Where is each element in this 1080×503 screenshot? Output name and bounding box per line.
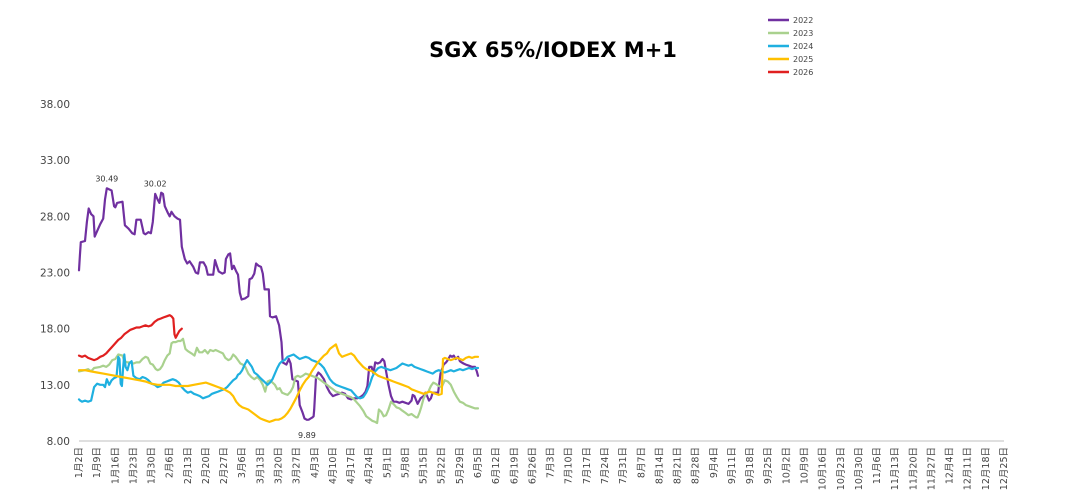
x-tick-label: 7月31日 bbox=[618, 447, 629, 484]
data-label: 30.49 bbox=[95, 174, 118, 183]
x-tick-label: 12月11日 bbox=[963, 447, 974, 490]
y-tick-label: 33.00 bbox=[40, 155, 70, 167]
x-tick-label: 3月6日 bbox=[237, 447, 248, 478]
x-tick-label: 4月3日 bbox=[310, 447, 321, 478]
y-tick-label: 28.00 bbox=[40, 211, 70, 223]
legend-label: 2022 bbox=[793, 16, 813, 25]
series-line-2022 bbox=[77, 187, 480, 421]
legend: 2022 2023 2024 2025 2026 bbox=[768, 16, 813, 77]
x-tick-label: 5月15日 bbox=[419, 447, 430, 484]
x-tick-label: 9月18日 bbox=[745, 447, 756, 484]
legend-label: 2023 bbox=[793, 29, 813, 38]
x-tick-label: 2月13日 bbox=[183, 447, 194, 484]
x-tick-label: 5月1日 bbox=[382, 447, 393, 478]
x-tick-label: 2月20日 bbox=[201, 447, 212, 484]
x-tick-label: 10月16日 bbox=[818, 447, 829, 490]
x-tick-label: 12月18日 bbox=[981, 447, 992, 490]
chart-title: SGX 65%/IODEX M+1 bbox=[429, 38, 677, 62]
x-tick-label: 11月13日 bbox=[890, 447, 901, 490]
series-layer bbox=[77, 187, 480, 425]
x-tick-label: 12月25日 bbox=[999, 447, 1010, 490]
x-tick-label: 1月30日 bbox=[147, 447, 158, 484]
x-tick-label: 1月2日 bbox=[74, 447, 85, 478]
x-tick-label: 9月11日 bbox=[727, 447, 738, 484]
x-tick-label: 10月2日 bbox=[781, 447, 792, 484]
x-tick-label: 6月5日 bbox=[473, 447, 484, 478]
x-tick-label: 6月19日 bbox=[509, 447, 520, 484]
x-tick-label: 7月17日 bbox=[582, 447, 593, 484]
x-tick-label: 5月29日 bbox=[455, 447, 466, 484]
x-axis-ticks: 1月2日 1月9日 1月16日 1月23日 1月30日 2月6日 2月13日 2月20日 2月2… bbox=[74, 447, 1010, 490]
series-line-2023 bbox=[77, 337, 480, 425]
x-tick-label: 12月4日 bbox=[945, 447, 956, 484]
legend-label: 2025 bbox=[793, 55, 813, 64]
x-tick-label: 11月27日 bbox=[926, 447, 937, 490]
data-label: 9.89 bbox=[298, 431, 316, 440]
x-tick-label: 7月3日 bbox=[546, 447, 557, 478]
y-tick-label: 23.00 bbox=[40, 268, 70, 280]
x-tick-label: 5月22日 bbox=[437, 447, 448, 484]
x-tick-label: 1月9日 bbox=[92, 447, 103, 478]
x-tick-label: 1月23日 bbox=[128, 447, 139, 484]
data-label: 30.02 bbox=[144, 180, 167, 189]
y-axis-ticks: 8.00 13.00 18.00 23.00 28.00 33.00 38.00 bbox=[40, 99, 70, 448]
x-tick-label: 6月12日 bbox=[491, 447, 502, 484]
x-tick-label: 6月26日 bbox=[527, 447, 538, 484]
x-tick-label: 4月17日 bbox=[346, 447, 357, 484]
x-tick-label: 8月28日 bbox=[691, 447, 702, 484]
y-tick-label: 18.00 bbox=[40, 324, 70, 336]
x-tick-label: 4月24日 bbox=[364, 447, 375, 484]
x-tick-label: 10月23日 bbox=[836, 447, 847, 490]
x-tick-label: 2月6日 bbox=[165, 447, 176, 478]
legend-label: 2026 bbox=[793, 68, 813, 77]
x-tick-label: 7月24日 bbox=[600, 447, 611, 484]
x-tick-label: 10月9日 bbox=[799, 447, 810, 484]
x-tick-label: 11月6日 bbox=[872, 447, 883, 484]
y-tick-label: 38.00 bbox=[40, 99, 70, 111]
series-line-2025 bbox=[77, 343, 480, 423]
x-tick-label: 2月27日 bbox=[219, 447, 230, 484]
x-tick-label: 11月20日 bbox=[908, 447, 919, 490]
series-line-2026 bbox=[77, 314, 183, 362]
x-tick-label: 8月21日 bbox=[673, 447, 684, 484]
x-tick-label: 1月16日 bbox=[110, 447, 121, 484]
x-tick-label: 9月25日 bbox=[763, 447, 774, 484]
x-tick-label: 7月10日 bbox=[564, 447, 575, 484]
annotations: 30.49 30.02 9.89 bbox=[95, 174, 315, 439]
series-line-2024 bbox=[77, 353, 480, 403]
x-tick-label: 3月27日 bbox=[292, 447, 303, 484]
x-tick-label: 8月14日 bbox=[654, 447, 665, 484]
legend-label: 2024 bbox=[793, 42, 813, 51]
x-tick-label: 3月20日 bbox=[274, 447, 285, 484]
x-tick-label: 4月10日 bbox=[328, 447, 339, 484]
x-tick-label: 5月8日 bbox=[400, 447, 411, 478]
x-tick-label: 8月7日 bbox=[636, 447, 647, 478]
y-tick-label: 13.00 bbox=[40, 380, 70, 392]
x-tick-label: 3月13日 bbox=[255, 447, 266, 484]
x-tick-label: 10月30日 bbox=[854, 447, 865, 490]
y-tick-label: 8.00 bbox=[47, 436, 70, 448]
x-tick-label: 9月4日 bbox=[709, 447, 720, 478]
